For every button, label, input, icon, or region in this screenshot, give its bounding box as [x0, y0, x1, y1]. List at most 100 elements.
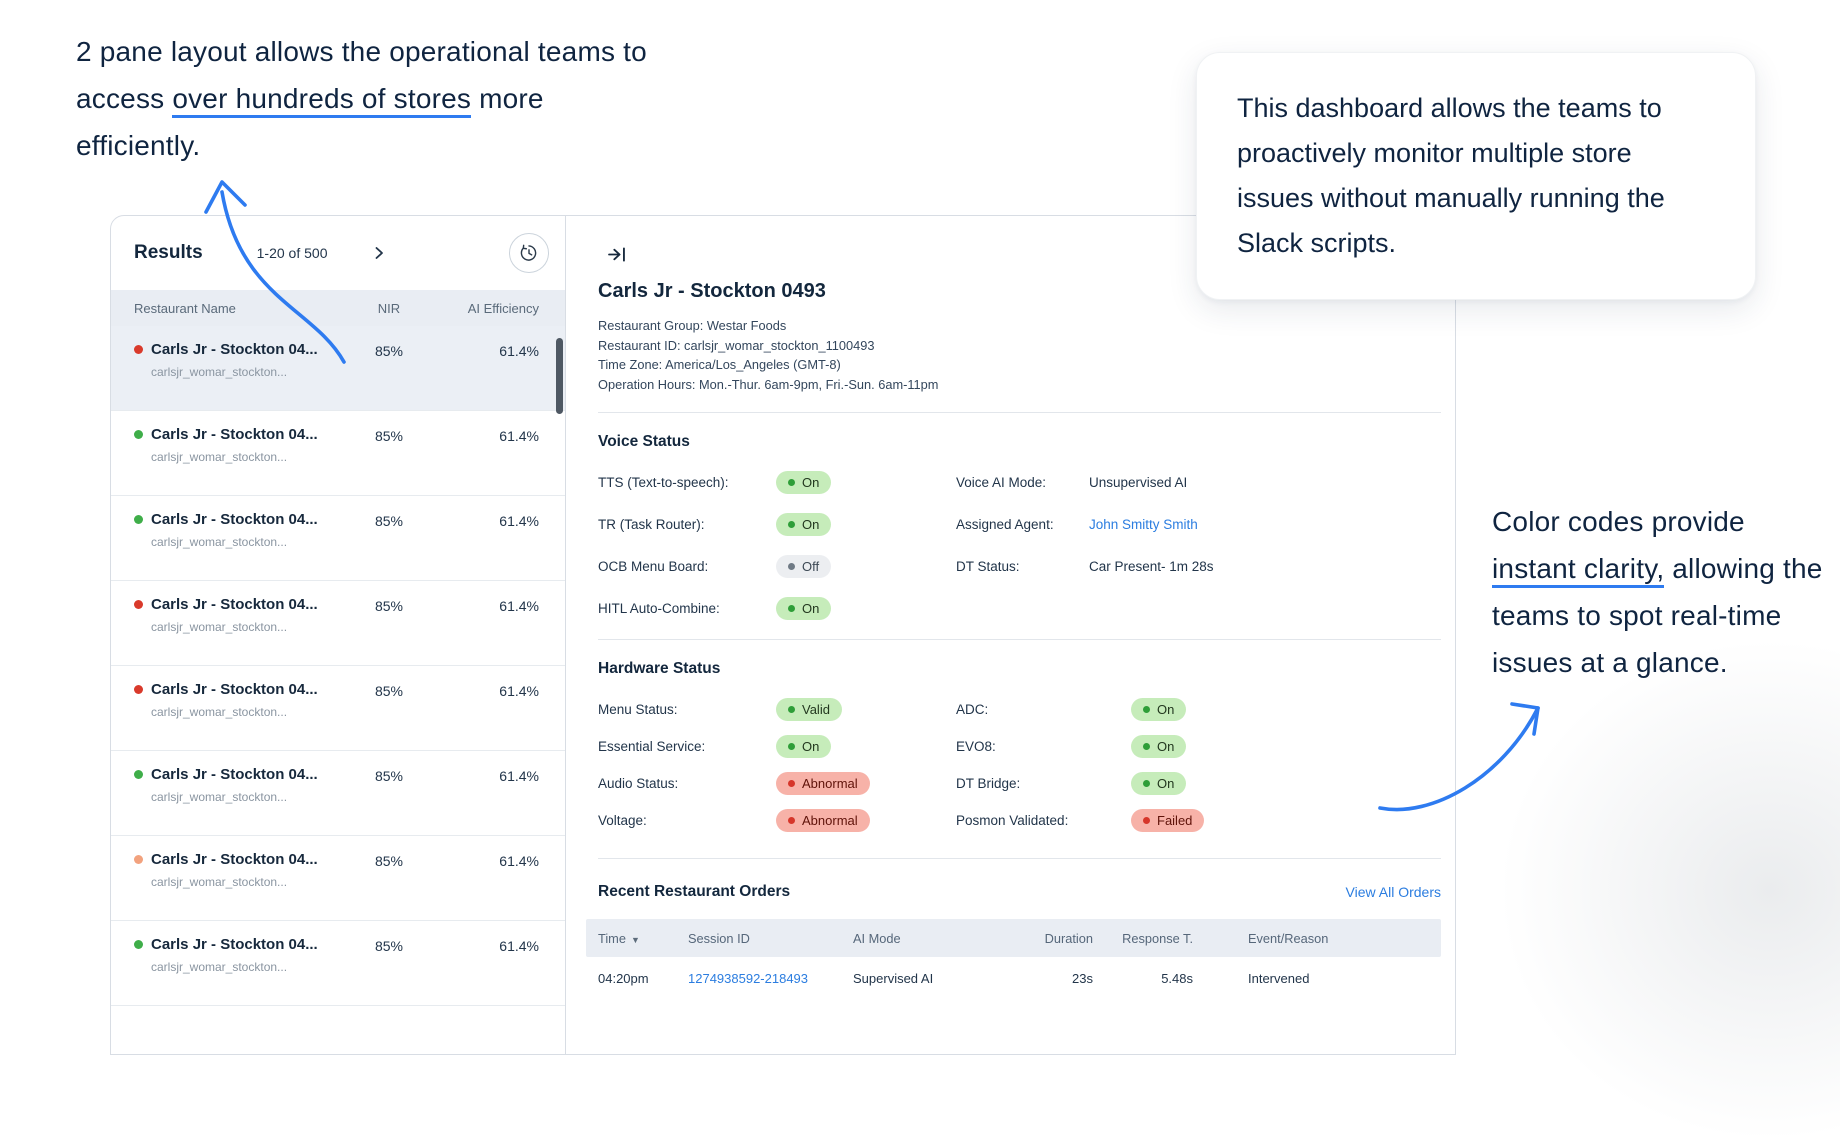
meta-line: Restaurant Group: Westar Foods [598, 318, 787, 333]
status-badge: On [776, 512, 832, 536]
callout-text: This dashboard allows the teams to proac… [1237, 93, 1665, 258]
assigned-agent-link[interactable]: John Smitty Smith [1089, 516, 1198, 532]
status-label: DT Status: [956, 558, 1020, 574]
divider [598, 858, 1441, 859]
status-label: TR (Task Router): [598, 516, 705, 532]
status-row: EVO8: On [956, 733, 1441, 759]
ai-efficiency-value: 61.4% [499, 343, 539, 359]
history-button[interactable] [509, 233, 549, 273]
detail-panel: Carls Jr - Stockton 0493 Restaurant Grou… [566, 216, 1455, 1054]
badge-text: On [1157, 701, 1175, 717]
badge-text: On [1157, 738, 1175, 754]
collapse-panel-icon[interactable] [606, 244, 627, 265]
status-label: Voltage: [598, 812, 647, 828]
orders-heading: Recent Restaurant Orders [598, 883, 791, 900]
ai-efficiency-value: 61.4% [499, 853, 539, 869]
restaurant-row[interactable]: Carls Jr - Stockton 04... carlsjr_womar_… [111, 666, 565, 751]
nir-value: 85% [374, 938, 404, 954]
divider [598, 639, 1441, 640]
restaurant-id: carlsjr_womar_stockton... [151, 790, 288, 804]
restaurant-name: Carls Jr - Stockton 04... [151, 766, 318, 783]
restaurant-id: carlsjr_womar_stockton... [151, 875, 288, 889]
status-label: Voice AI Mode: [956, 474, 1047, 490]
history-icon [520, 244, 537, 261]
status-row: OCB Menu Board: Off [598, 553, 956, 579]
badge-text: Abnormal [802, 775, 858, 791]
restaurant-id: carlsjr_womar_stockton... [151, 365, 288, 379]
restaurant-cell: Carls Jr - Stockton 04... carlsjr_womar_… [134, 511, 357, 580]
order-event-reason: Intervened [1248, 970, 1310, 986]
restaurant-cell: Carls Jr - Stockton 04... carlsjr_womar_… [134, 596, 357, 665]
restaurant-row[interactable]: Carls Jr - Stockton 04... carlsjr_womar_… [111, 496, 565, 581]
restaurant-row[interactable]: Carls Jr - Stockton 04... carlsjr_womar_… [111, 411, 565, 496]
hardware-status-section: Menu Status: Valid Essential Service: On… [598, 696, 1441, 844]
column-session-id: Session ID [688, 930, 750, 946]
nir-value: 85% [374, 428, 404, 444]
status-badge: On [1131, 771, 1187, 795]
status-row: Voice AI Mode: Unsupervised AI [956, 469, 1441, 495]
restaurant-name: Carls Jr - Stockton 04... [151, 511, 318, 528]
status-dot-icon [134, 345, 143, 354]
status-dot-icon [134, 685, 143, 694]
restaurant-row[interactable]: Carls Jr - Stockton 04... carlsjr_womar_… [111, 751, 565, 836]
restaurant-meta: Restaurant Group: Westar Foods Restauran… [598, 316, 1441, 394]
ai-efficiency-value: 61.4% [499, 598, 539, 614]
badge-text: Failed [1157, 812, 1193, 828]
dt-status-value: Car Present- 1m 28s [1089, 558, 1214, 574]
order-time: 04:20pm [598, 970, 649, 986]
results-title: Results [134, 242, 203, 263]
status-dot-icon [134, 600, 143, 609]
status-row: Voltage: Abnormal [598, 807, 956, 833]
voice-status-heading: Voice Status [598, 433, 690, 450]
column-event-reason: Event/Reason [1248, 930, 1329, 946]
status-row: Essential Service: On [598, 733, 956, 759]
restaurant-row[interactable]: Carls Jr - Stockton 04... carlsjr_womar_… [111, 836, 565, 921]
restaurant-name: Carls Jr - Stockton 04... [151, 936, 318, 953]
restaurant-cell: Carls Jr - Stockton 04... carlsjr_womar_… [134, 681, 357, 750]
nir-value: 85% [374, 853, 404, 869]
meta-line: Restaurant ID: carlsjr_womar_stockton_11… [598, 337, 875, 353]
status-badge: Abnormal [776, 771, 870, 795]
order-row[interactable]: 04:20pm 1274938592-218493 Supervised AI … [598, 957, 1441, 999]
next-page-chevron-icon[interactable] [371, 245, 387, 261]
restaurant-title: Carls Jr - Stockton 0493 [598, 280, 826, 302]
restaurant-id: carlsjr_womar_stockton... [151, 705, 288, 719]
session-id-link[interactable]: 1274938592-218493 [688, 970, 809, 986]
status-row: Menu Status: Valid [598, 696, 956, 722]
status-label: EVO8: [956, 738, 996, 754]
status-row: TR (Task Router): On [598, 511, 956, 537]
voice-status-left-column: TTS (Text-to-speech): On TR (Task Router… [598, 469, 956, 637]
status-dot-icon [134, 855, 143, 864]
nir-value: 85% [374, 598, 404, 614]
badge-dot-icon [788, 816, 795, 824]
status-label: Menu Status: [598, 701, 678, 717]
restaurant-row[interactable]: Carls Jr - Stockton 04... carlsjr_womar_… [111, 921, 565, 1006]
status-dot-icon [134, 515, 143, 524]
status-row: DT Status: Car Present- 1m 28s [956, 553, 1441, 579]
scrollbar-thumb[interactable] [556, 338, 563, 414]
status-row: ADC: On [956, 696, 1441, 722]
status-badge: Off [776, 554, 832, 578]
restaurant-name: Carls Jr - Stockton 04... [151, 596, 318, 613]
restaurant-name: Carls Jr - Stockton 04... [151, 341, 318, 358]
status-row: Assigned Agent: John Smitty Smith [956, 511, 1441, 537]
restaurant-row[interactable]: Carls Jr - Stockton 04... carlsjr_womar_… [111, 326, 565, 411]
column-time[interactable]: Time ▼ [598, 930, 640, 946]
badge-dot-icon [1143, 705, 1150, 713]
annotation-text: 2 pane layout allows the operational tea… [76, 36, 647, 114]
voice-status-right-column: Voice AI Mode: Unsupervised AI Assigned … [956, 469, 1441, 637]
annotation-arrow-right-icon [1378, 702, 1540, 812]
ai-efficiency-value: 61.4% [499, 683, 539, 699]
status-row: HITL Auto-Combine: On [598, 595, 956, 621]
restaurant-name: Carls Jr - Stockton 04... [151, 681, 318, 698]
callout-card: This dashboard allows the teams to proac… [1196, 52, 1756, 300]
status-row: TTS (Text-to-speech): On [598, 469, 956, 495]
restaurant-cell: Carls Jr - Stockton 04... carlsjr_womar_… [134, 851, 357, 920]
column-response-time: Response T. [1122, 930, 1193, 946]
restaurant-row[interactable]: Carls Jr - Stockton 04... carlsjr_womar_… [111, 581, 565, 666]
annotation-underlined-phrase: over hundreds of stores [172, 83, 472, 118]
restaurant-id: carlsjr_womar_stockton... [151, 535, 288, 549]
status-label: TTS (Text-to-speech): [598, 474, 729, 490]
results-list: Carls Jr - Stockton 04... carlsjr_womar_… [111, 326, 565, 1006]
view-all-orders-link[interactable]: View All Orders [1345, 884, 1441, 900]
